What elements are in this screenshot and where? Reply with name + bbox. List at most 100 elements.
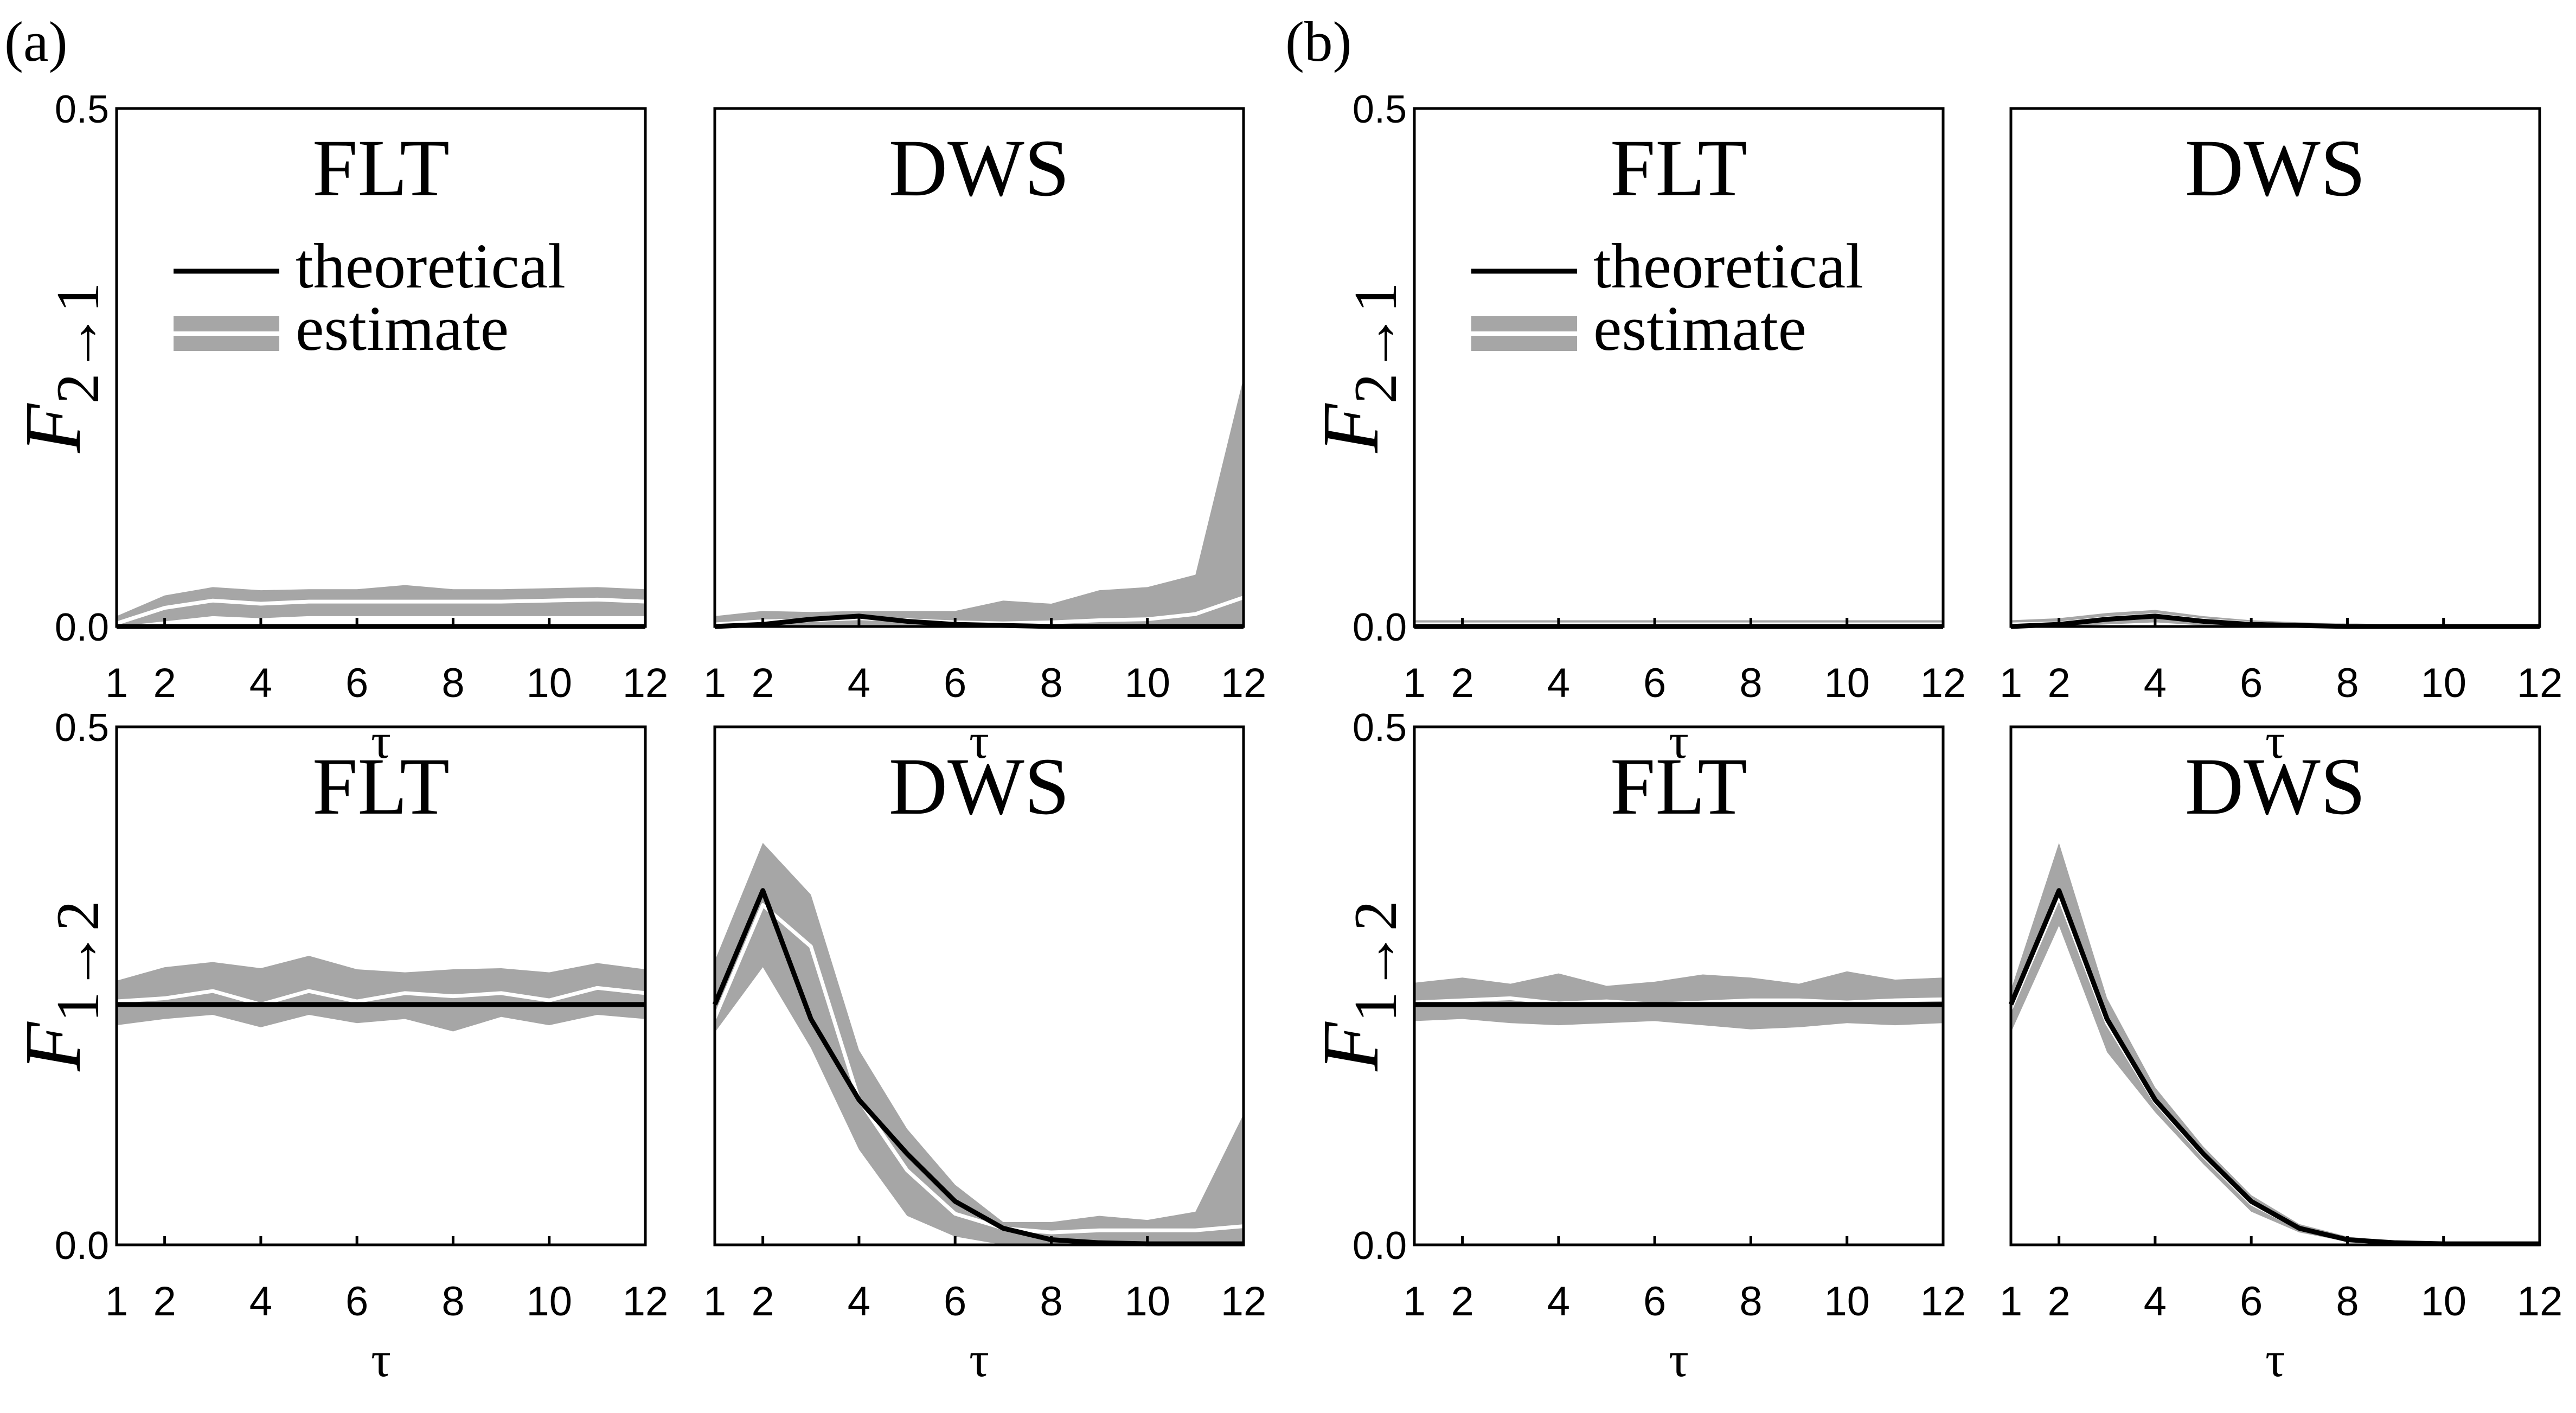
x-tick-label: 2 [751,660,774,706]
x-tick-label: 1 [1403,660,1426,706]
x-axis-label: τ [969,1332,989,1387]
x-tick-label: 4 [1547,1278,1570,1325]
y-axis-label-main: F [9,1021,98,1072]
x-tick-label: 8 [2336,1278,2359,1325]
x-tick-label: 12 [2517,660,2563,706]
x-tick-label: 2 [1451,1278,1473,1325]
y-axis-label: F2→1 [1306,282,1409,453]
plot-frame-top [1413,725,1945,1246]
y-tick-label: 0.0 [55,606,109,649]
y-tick-label: 0.5 [55,706,109,750]
plot-frame-top [115,107,647,628]
y-axis-label-sub: 2→1 [44,282,112,404]
estimate-band [117,585,645,626]
estimate-line [713,903,1244,1235]
x-axis-label: τ [371,713,391,769]
plot-frame-top [115,725,647,1246]
chart-title: DWS [2185,741,2366,832]
x-tick-label: 8 [1040,1278,1062,1325]
estimate-band [1414,971,1943,1030]
x-tick-label: 12 [623,660,669,706]
x-tick-label: 10 [526,660,572,706]
x-tick-label: 4 [2144,1278,2167,1325]
plot-frame-top [2009,107,2541,628]
y-axis-label: F2→1 [9,282,112,453]
x-tick-label: 6 [2240,1278,2263,1325]
panel-label-a: (a) [4,10,68,73]
x-tick-label: 6 [345,660,368,706]
chart-1: 1 2 4 6 8 10 12 τ DWS [703,107,1267,769]
x-tick-label: 12 [1221,660,1267,706]
estimate-band [715,378,1244,626]
y-tick-label: 0.0 [55,1224,109,1268]
x-tick-label: 12 [1920,1278,1966,1325]
chart-7: 1 2 4 6 8 10 12 τ DWS [2000,725,2563,1387]
x-axis-label: τ [969,713,989,769]
plot-frame-top [1413,107,1945,628]
x-tick-label: 1 [2000,1278,2022,1325]
y-axis-label-sub: 1→2 [1342,900,1409,1022]
estimate-band [117,956,645,1032]
estimate-line [116,986,646,1007]
x-axis-label: τ [2265,1332,2285,1387]
x-tick-label: 2 [2047,1278,2070,1325]
chart-title: DWS [889,123,1069,213]
chart-2: 0.00.51 2 4 6 8 10 12τFLTF2→1theoreticalestima… [1306,88,1966,769]
y-axis-label-main: F [1306,403,1395,453]
x-tick-label: 1 [2000,660,2022,706]
x-tick-label: 10 [1824,1278,1870,1325]
x-tick-label: 2 [2047,660,2070,706]
x-axis-label: τ [2265,713,2285,769]
x-tick-label: 10 [526,1278,572,1325]
x-tick-label: 1 [703,1278,726,1325]
x-tick-label: 10 [2420,1278,2466,1325]
x-tick-label: 2 [153,1278,176,1325]
theoretical-line [2008,888,2540,1246]
x-axis-label: τ [1669,713,1689,769]
x-tick-label: 8 [1739,1278,1762,1325]
y-tick-label: 0.5 [1353,706,1407,750]
chart-3: 1 2 4 6 8 10 12 τ DWS [2000,107,2563,769]
plot-frame-top [713,725,1245,1246]
x-tick-label: 6 [944,1278,966,1325]
x-tick-label: 8 [441,1278,464,1325]
x-tick-label: 6 [2240,660,2263,706]
x-tick-label: 6 [345,1278,368,1325]
x-tick-label: 6 [944,660,966,706]
chart-grid: 0.00.51 2 4 6 8 10 12τFLTF2→1theoreticalestima… [9,88,2562,1387]
x-tick-label: 4 [1547,660,1570,706]
x-tick-label: 4 [848,660,870,706]
x-tick-label: 1 [703,660,726,706]
chart-title: DWS [889,741,1069,832]
estimate-band [2011,842,2540,1245]
x-tick-label: 6 [1643,660,1666,706]
x-tick-label: 4 [2144,660,2167,706]
x-tick-label: 4 [249,660,272,706]
y-axis-label-main: F [9,403,98,453]
plot-frame-top [2009,725,2541,1246]
x-tick-label: 8 [1040,660,1062,706]
y-tick-label: 0.5 [55,88,109,131]
x-tick-label: 10 [1124,1278,1170,1325]
panel-label-b: (b) [1285,10,1351,73]
chart-title: DWS [2185,123,2366,213]
x-tick-label: 8 [2336,660,2359,706]
estimate-line [116,597,646,625]
y-tick-label: 0.5 [1353,88,1407,131]
y-axis-label: F1→2 [9,900,112,1071]
y-axis-label: F1→2 [1306,900,1409,1071]
legend-label-estimate: estimate [296,293,509,364]
x-tick-label: 4 [848,1278,870,1325]
x-tick-label: 2 [1451,660,1473,706]
y-tick-label: 0.0 [1353,1224,1407,1268]
legend-label-theoretical: theoretical [1593,231,1863,302]
chart-5: 1 2 4 6 8 10 12 τ DWS [703,725,1266,1387]
x-tick-label: 1 [105,660,128,706]
plot-frame-top [713,107,1245,628]
x-tick-label: 4 [249,1278,272,1325]
x-tick-label: 6 [1643,1278,1666,1325]
x-tick-label: 2 [153,660,176,706]
x-tick-label: 12 [2517,1278,2563,1325]
